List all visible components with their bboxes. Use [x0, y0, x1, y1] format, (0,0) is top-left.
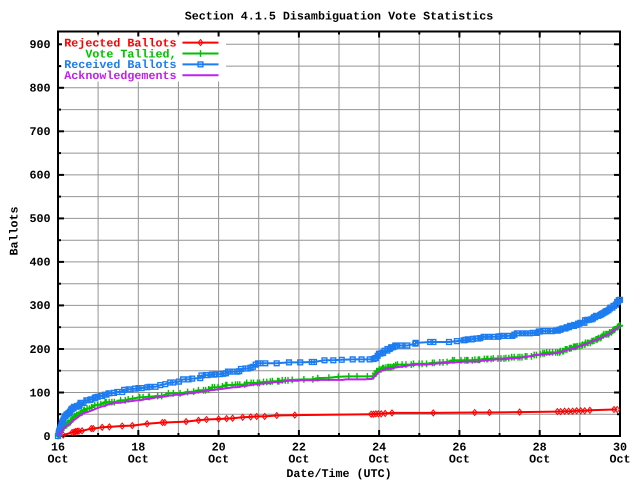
- svg-text:Oct: Oct: [128, 453, 149, 467]
- svg-text:Oct: Oct: [47, 453, 68, 467]
- svg-text:Oct: Oct: [288, 453, 309, 467]
- svg-text:Vote Tallied,: Vote Tallied,: [85, 47, 176, 61]
- svg-text:0: 0: [43, 430, 50, 444]
- svg-text:Oct: Oct: [449, 453, 470, 467]
- svg-text:200: 200: [29, 343, 50, 357]
- svg-text:Oct: Oct: [529, 453, 550, 467]
- svg-text:Date/Time (UTC): Date/Time (UTC): [286, 467, 391, 480]
- svg-text:500: 500: [29, 212, 50, 226]
- svg-text:Received Ballots: Received Ballots: [64, 58, 176, 72]
- svg-text:Oct: Oct: [369, 453, 390, 467]
- svg-text:24: 24: [372, 441, 386, 455]
- svg-text:700: 700: [29, 125, 50, 139]
- svg-text:300: 300: [29, 299, 50, 313]
- svg-text:Section 4.1.5 Disambiguation V: Section 4.1.5 Disambiguation Vote Statis…: [185, 10, 494, 24]
- svg-text:26: 26: [452, 441, 466, 455]
- svg-text:18: 18: [131, 441, 145, 455]
- svg-text:Oct: Oct: [609, 453, 630, 467]
- svg-text:400: 400: [29, 256, 50, 270]
- svg-text:Acknowledgements: Acknowledgements: [64, 69, 176, 83]
- svg-text:100: 100: [29, 386, 50, 400]
- svg-text:20: 20: [212, 441, 226, 455]
- svg-text:800: 800: [29, 82, 50, 96]
- svg-text:28: 28: [533, 441, 547, 455]
- svg-text:22: 22: [292, 441, 306, 455]
- svg-text:Rejected Ballots: Rejected Ballots: [64, 36, 176, 50]
- svg-text:Oct: Oct: [208, 453, 229, 467]
- svg-text:30: 30: [613, 441, 627, 455]
- svg-text:900: 900: [29, 38, 50, 52]
- svg-text:600: 600: [29, 169, 50, 183]
- svg-text:Ballots: Ballots: [8, 206, 22, 255]
- svg-text:16: 16: [51, 441, 65, 455]
